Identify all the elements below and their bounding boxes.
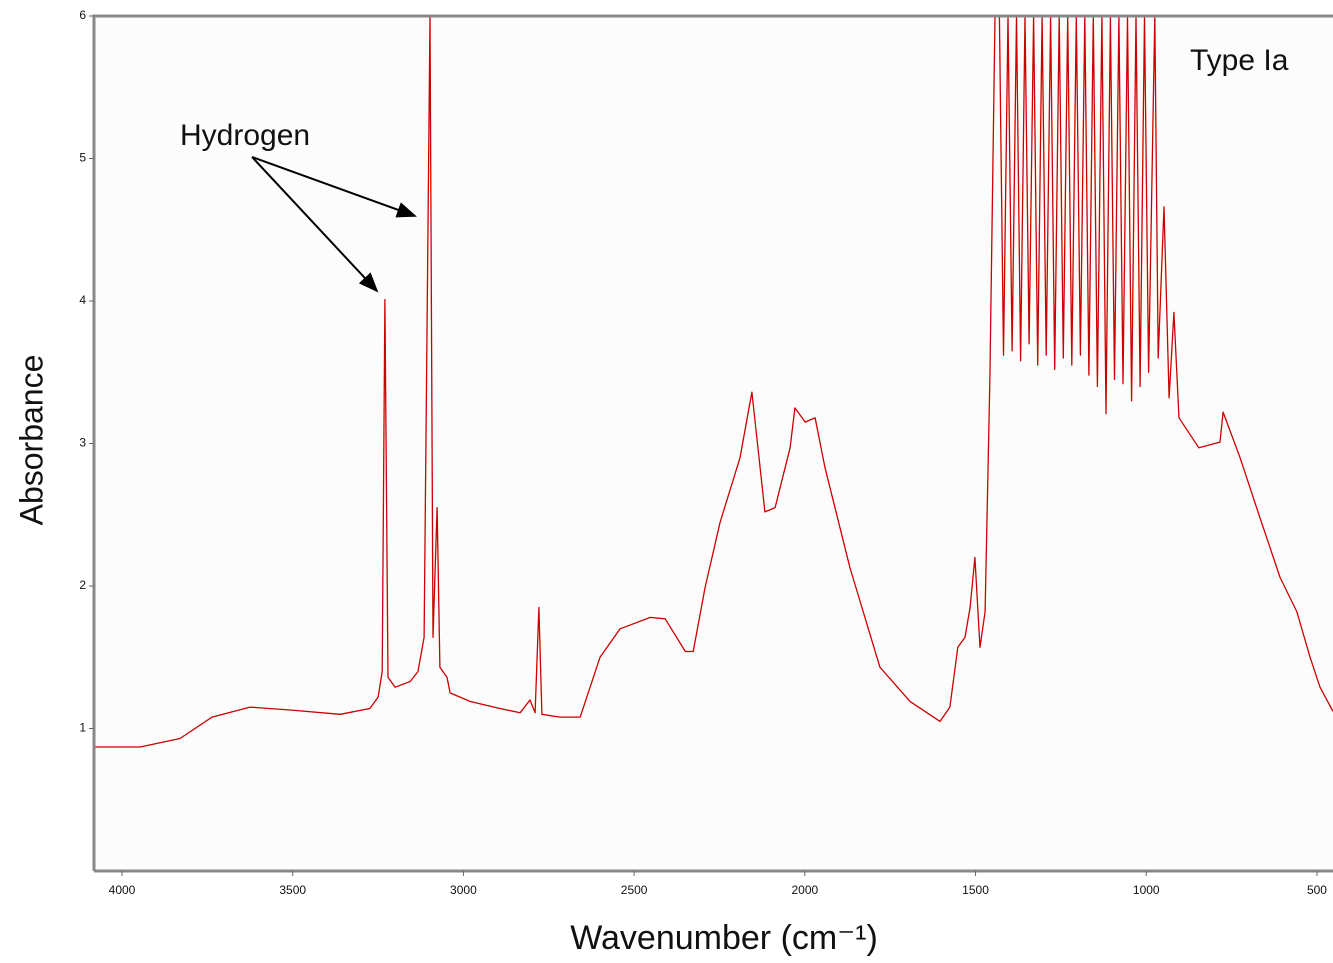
plot-area (94, 16, 1333, 871)
x-tick-label: 500 (1307, 883, 1327, 897)
annotation: Hydrogen (180, 119, 310, 152)
y-tick-label: 6 (79, 8, 86, 22)
arrow (251, 156, 379, 293)
x-tick-label: 3000 (450, 883, 477, 897)
y-tick-label: 2 (79, 578, 86, 592)
x-tick-label: 1500 (962, 883, 989, 897)
plot (94, 15, 1333, 748)
y-axis-label: Absorbance (13, 355, 49, 526)
y-tick-label: 3 (79, 436, 86, 450)
y-tick-label: 5 (79, 151, 86, 165)
x-tick-label: 2500 (621, 883, 648, 897)
x-tick-label: 1000 (1133, 883, 1160, 897)
x-axis-label: Wavenumber (cm⁻¹) (570, 919, 878, 957)
x-tick-label: 2000 (791, 883, 818, 897)
y-tick-label: 1 (79, 721, 86, 735)
annotation: Type Ia (1190, 44, 1289, 77)
x-tick-label: 4000 (109, 883, 136, 897)
y-tick-label: 4 (79, 293, 86, 307)
spectrum-line (94, 15, 1333, 748)
arrow (251, 156, 417, 218)
x-tick-label: 3500 (279, 883, 306, 897)
